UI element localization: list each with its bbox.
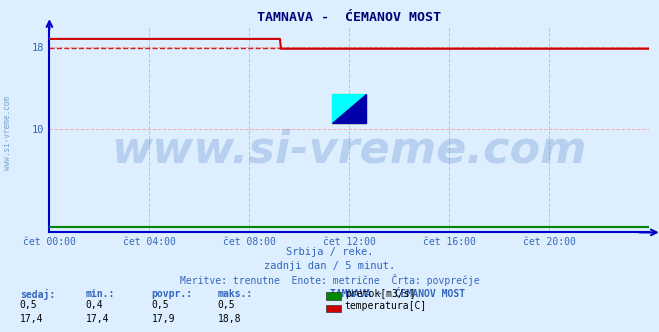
Text: sedaj:: sedaj: bbox=[20, 289, 55, 300]
Text: 0,5: 0,5 bbox=[20, 300, 38, 310]
Text: 0,4: 0,4 bbox=[86, 300, 103, 310]
Title: TAMNAVA -  ĆEMANOV MOST: TAMNAVA - ĆEMANOV MOST bbox=[257, 11, 442, 24]
Polygon shape bbox=[333, 95, 366, 123]
Text: 17,4: 17,4 bbox=[20, 314, 43, 324]
Text: Srbija / reke.: Srbija / reke. bbox=[286, 247, 373, 257]
Polygon shape bbox=[333, 95, 366, 123]
Text: 17,4: 17,4 bbox=[86, 314, 109, 324]
Text: 0,5: 0,5 bbox=[152, 300, 169, 310]
Text: 18,8: 18,8 bbox=[217, 314, 241, 324]
Text: min.:: min.: bbox=[86, 289, 115, 299]
Text: 0,5: 0,5 bbox=[217, 300, 235, 310]
Text: www.si-vreme.com: www.si-vreme.com bbox=[111, 128, 587, 172]
Text: temperatura[C]: temperatura[C] bbox=[345, 301, 427, 311]
Text: pretok[m3/s]: pretok[m3/s] bbox=[345, 289, 415, 299]
Text: 17,9: 17,9 bbox=[152, 314, 175, 324]
Text: Meritve: trenutne  Enote: metrične  Črta: povprečje: Meritve: trenutne Enote: metrične Črta: … bbox=[180, 274, 479, 286]
Text: zadnji dan / 5 minut.: zadnji dan / 5 minut. bbox=[264, 261, 395, 271]
Text: www.si-vreme.com: www.si-vreme.com bbox=[3, 96, 13, 170]
Text: maks.:: maks.: bbox=[217, 289, 252, 299]
Text: TAMNAVA -  ĆEMANOV MOST: TAMNAVA - ĆEMANOV MOST bbox=[330, 289, 465, 299]
Bar bbox=[333, 95, 366, 123]
Text: povpr.:: povpr.: bbox=[152, 289, 192, 299]
